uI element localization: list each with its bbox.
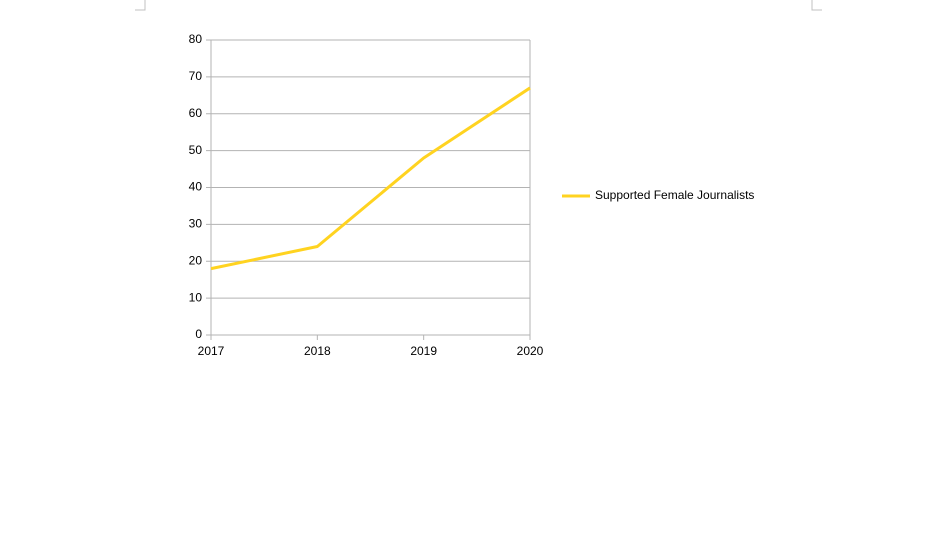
y-tick-label: 70	[189, 69, 203, 83]
data-line	[210, 86, 531, 271]
y-tick-label: 30	[189, 217, 203, 231]
y-tick-label: 60	[189, 106, 203, 120]
y-tick-label: 10	[189, 290, 203, 304]
legend-label: Supported Female Journalists	[595, 188, 754, 202]
y-tick-label: 0	[195, 327, 202, 341]
x-tick-label: 2018	[304, 344, 331, 358]
page-corner	[811, 0, 822, 11]
x-tick-label: 2019	[410, 344, 437, 358]
y-tick-label: 50	[189, 143, 203, 157]
y-tick-label: 80	[189, 32, 203, 46]
y-tick-label: 40	[189, 180, 203, 194]
x-tick-label: 2017	[198, 344, 225, 358]
x-tick-label: 2020	[517, 344, 544, 358]
y-tick-label: 20	[189, 253, 203, 267]
page-corner	[135, 0, 146, 11]
